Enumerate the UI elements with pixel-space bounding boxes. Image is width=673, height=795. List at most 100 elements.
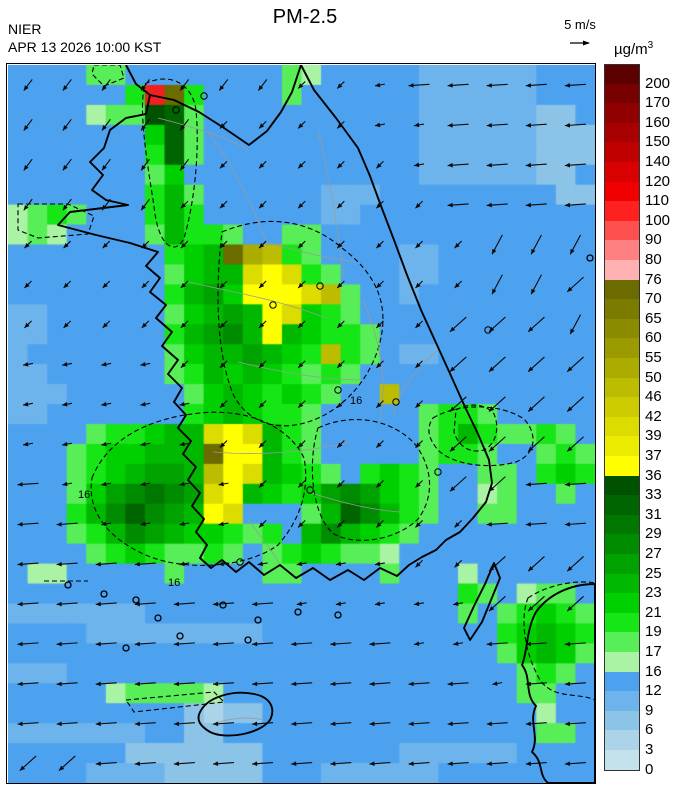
wind-arrow-head bbox=[337, 522, 343, 528]
wind-arrow-head bbox=[141, 322, 147, 328]
wind-arrow-head bbox=[259, 322, 265, 328]
wind-arrow-head bbox=[376, 203, 382, 209]
colorbar-cell bbox=[604, 181, 640, 202]
wind-arrow-head bbox=[140, 401, 146, 407]
wind-arrow-head bbox=[369, 721, 375, 727]
wind-arrow-head bbox=[374, 601, 381, 606]
wind-arrow-head bbox=[56, 721, 62, 727]
wind-arrow-head bbox=[134, 761, 140, 766]
colorbar-tick-label: 100 bbox=[645, 211, 671, 229]
island-outline bbox=[64, 581, 72, 589]
wind-arrow-head bbox=[56, 601, 62, 607]
wind-arrow-head bbox=[449, 406, 456, 412]
wind-arrow-head bbox=[173, 641, 180, 647]
wind-arrow-head bbox=[564, 83, 571, 88]
wind-arrow-head bbox=[528, 406, 534, 412]
wind-arrow-head bbox=[17, 721, 23, 727]
wind-arrow-head bbox=[414, 601, 420, 606]
colorbar-cell bbox=[604, 750, 640, 771]
colorbar-tick-label: 80 bbox=[645, 251, 662, 268]
province-boundary bbox=[307, 491, 401, 513]
colorbar-cell bbox=[604, 416, 640, 437]
wind-arrow-head bbox=[62, 441, 68, 447]
colorbar-cell bbox=[604, 397, 640, 417]
wind-arrow-head bbox=[415, 282, 421, 289]
wind-arrow-head bbox=[337, 482, 343, 488]
colorbar-cell bbox=[604, 691, 640, 711]
colorbar-tick-label: 60 bbox=[645, 329, 662, 347]
wind-arrow-head bbox=[291, 761, 297, 766]
colorbar-cell bbox=[604, 142, 640, 162]
wind-arrow-head bbox=[525, 162, 531, 168]
wind-arrow-head bbox=[95, 561, 101, 567]
wind-arrow-head bbox=[298, 402, 304, 408]
wind-arrow-head bbox=[259, 282, 265, 289]
province-boundary bbox=[317, 129, 345, 279]
wind-arrow-head bbox=[486, 721, 492, 727]
wind-arrow-head bbox=[180, 203, 187, 209]
colorbar-cell bbox=[604, 514, 640, 535]
wind-arrow-head bbox=[337, 163, 343, 169]
wind-arrow-head bbox=[415, 203, 421, 209]
colorbar-cell bbox=[604, 573, 640, 594]
wind-arrow-head bbox=[252, 641, 258, 647]
wind-arrow-head bbox=[525, 721, 531, 727]
wind-arrow-head bbox=[62, 125, 68, 131]
wind-arrow-head bbox=[415, 442, 421, 448]
wind-arrow-head bbox=[102, 242, 108, 249]
wind-arrow-head bbox=[219, 322, 226, 328]
wind-arrow-head bbox=[415, 522, 421, 528]
wind-arrow-head bbox=[337, 362, 343, 368]
wind-arrow-head bbox=[219, 85, 225, 91]
wind-arrow-head bbox=[374, 82, 381, 88]
wind-arrow-head bbox=[24, 242, 30, 249]
wind-arrow-head bbox=[376, 522, 382, 528]
coastline bbox=[521, 583, 595, 783]
city-marker bbox=[306, 486, 314, 494]
wind-arrow-head bbox=[291, 641, 297, 647]
wind-arrow-head bbox=[101, 521, 107, 527]
colorbar-cell bbox=[604, 64, 640, 85]
wind-arrow-head bbox=[218, 521, 224, 527]
wind-arrow-head bbox=[486, 202, 492, 208]
colorbar-tick-label: 140 bbox=[645, 153, 671, 170]
contour-line bbox=[428, 406, 534, 467]
colorbar-cell bbox=[604, 495, 640, 515]
wind-arrow-head bbox=[63, 282, 69, 289]
wind-arrow-head bbox=[528, 606, 534, 612]
wind-arrow-head bbox=[415, 242, 421, 249]
wind-arrow-head bbox=[291, 721, 297, 727]
colorbar-tick-label: 76 bbox=[645, 270, 662, 288]
wind-arrow-head bbox=[141, 165, 146, 171]
wind-arrow-head bbox=[570, 248, 575, 255]
wind-arrow-head bbox=[173, 681, 180, 687]
wind-arrow-head bbox=[369, 681, 375, 687]
wind-arrow-head bbox=[525, 681, 531, 687]
wind-arrow-head bbox=[213, 681, 219, 687]
colorbar-tick-label: 42 bbox=[645, 407, 662, 425]
colorbar-tick-label: 65 bbox=[645, 309, 662, 327]
coastline bbox=[57, 65, 493, 581]
island-outline bbox=[244, 636, 252, 644]
wind-arrow-head bbox=[23, 362, 29, 367]
colorbar-cell bbox=[604, 358, 640, 378]
wind-arrow-head bbox=[19, 765, 26, 771]
wind-arrow-head bbox=[173, 721, 180, 727]
wind-arrow-head bbox=[95, 601, 101, 607]
wind-arrow-head bbox=[23, 165, 29, 171]
contour-line bbox=[17, 203, 95, 239]
colorbar-tick-label: 16 bbox=[645, 662, 662, 680]
wind-arrow-head bbox=[252, 601, 258, 607]
province-boundary bbox=[265, 241, 357, 263]
wind-arrow-head bbox=[486, 83, 492, 88]
province-boundary bbox=[187, 281, 327, 319]
contour-label: 16 bbox=[78, 489, 90, 501]
wind-arrow-head bbox=[369, 761, 375, 766]
wind-arrow-head bbox=[525, 641, 531, 647]
wind-arrow-head bbox=[337, 123, 343, 129]
wind-arrow-head bbox=[525, 761, 531, 766]
coastline bbox=[463, 562, 501, 641]
colorbar-cell bbox=[604, 475, 640, 496]
colorbar-cell bbox=[604, 593, 640, 613]
wind-arrow-head bbox=[17, 681, 23, 687]
